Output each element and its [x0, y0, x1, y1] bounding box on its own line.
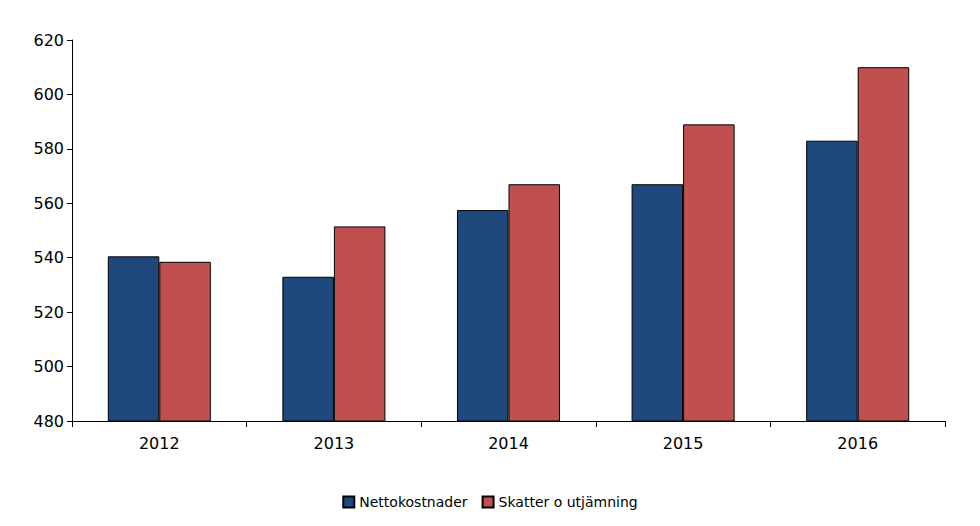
- svg-text:Skatter o utjämning: Skatter o utjämning: [499, 494, 638, 510]
- svg-text:520: 520: [33, 303, 64, 322]
- svg-text:500: 500: [33, 357, 64, 376]
- svg-text:2016: 2016: [837, 434, 878, 453]
- svg-text:2012: 2012: [139, 434, 180, 453]
- svg-text:560: 560: [33, 194, 64, 213]
- svg-text:2013: 2013: [314, 434, 355, 453]
- svg-text:580: 580: [33, 139, 64, 158]
- svg-text:600: 600: [33, 85, 64, 104]
- svg-text:540: 540: [33, 248, 64, 267]
- svg-text:2014: 2014: [488, 434, 529, 453]
- svg-text:Nettokostnader: Nettokostnader: [359, 494, 468, 510]
- svg-text:2015: 2015: [663, 434, 704, 453]
- svg-text:620: 620: [33, 31, 64, 50]
- svg-text:480: 480: [33, 412, 64, 431]
